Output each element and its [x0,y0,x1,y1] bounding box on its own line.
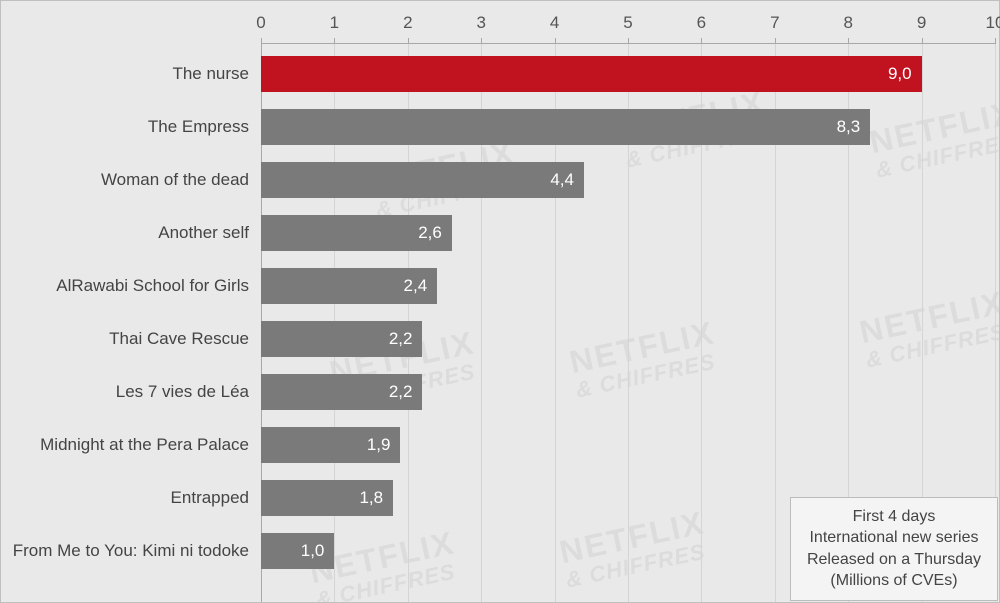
bar-value-label: 9,0 [888,64,912,84]
tick-mark [481,38,482,44]
bar-category-label: Les 7 vies de Léa [116,382,249,402]
x-tick-label: 6 [697,13,706,33]
bar: 2,2 [261,374,422,410]
x-tick-label: 8 [843,13,852,33]
caption-line: (Millions of CVEs) [807,570,981,592]
caption-line: International new series [807,527,981,549]
bar-row: The Empress8,3 [261,109,995,145]
bar-category-label: From Me to You: Kimi ni todoke [13,541,249,561]
chart-frame: NETFLIX& CHIFFRESNETFLIX& CHIFFRESNETFLI… [0,0,1000,603]
bar-row: Midnight at the Pera Palace1,9 [261,427,995,463]
bar-value-label: 1,9 [367,435,391,455]
x-tick-label: 7 [770,13,779,33]
x-tick-label: 2 [403,13,412,33]
bar: 2,6 [261,215,452,251]
bar-value-label: 2,6 [418,223,442,243]
bar-category-label: Thai Cave Rescue [109,329,249,349]
bar-value-label: 1,8 [359,488,383,508]
tick-mark [334,38,335,44]
tick-mark [628,38,629,44]
x-tick-label: 0 [256,13,265,33]
x-tick-label: 1 [330,13,339,33]
bar: 2,2 [261,321,422,357]
bar-value-label: 4,4 [550,170,574,190]
caption-line: First 4 days [807,506,981,528]
tick-mark [775,38,776,44]
bar-category-label: Woman of the dead [101,170,249,190]
bar-value-label: 1,0 [301,541,325,561]
bar-category-label: Midnight at the Pera Palace [40,435,249,455]
bar-value-label: 2,4 [404,276,428,296]
x-tick-label: 10 [986,13,1000,33]
tick-mark [408,38,409,44]
bar-category-label: AlRawabi School for Girls [56,276,249,296]
bar-category-label: Entrapped [171,488,249,508]
bar-category-label: The Empress [148,117,249,137]
bar-value-label: 8,3 [837,117,861,137]
bar-value-label: 2,2 [389,329,413,349]
bar: 4,4 [261,162,584,198]
tick-mark [995,38,996,44]
tick-mark [848,38,849,44]
tick-mark [261,38,262,44]
bar-row: Another self2,6 [261,215,995,251]
bar-row: Woman of the dead4,4 [261,162,995,198]
bar: 8,3 [261,109,870,145]
caption-box: First 4 days International new series Re… [790,497,998,601]
bar-row: AlRawabi School for Girls2,4 [261,268,995,304]
bar-category-label: Another self [158,223,249,243]
bar-category-label: The nurse [172,64,249,84]
x-tick-label: 5 [623,13,632,33]
x-tick-label: 9 [917,13,926,33]
bar-row: Les 7 vies de Léa2,2 [261,374,995,410]
bar: 2,4 [261,268,437,304]
tick-mark [701,38,702,44]
bar: 1,8 [261,480,393,516]
bar-row: Thai Cave Rescue2,2 [261,321,995,357]
x-tick-label: 3 [476,13,485,33]
bar-row: The nurse9,0 [261,56,995,92]
bar-value-label: 2,2 [389,382,413,402]
bar: 9,0 [261,56,922,92]
tick-mark [922,38,923,44]
x-tick-label: 4 [550,13,559,33]
x-axis-labels: 0 1 2 3 4 5 6 7 8 9 10 [1,1,999,41]
tick-mark [555,38,556,44]
bar: 1,9 [261,427,400,463]
bar: 1,0 [261,533,334,569]
caption-line: Released on a Thursday [807,549,981,571]
